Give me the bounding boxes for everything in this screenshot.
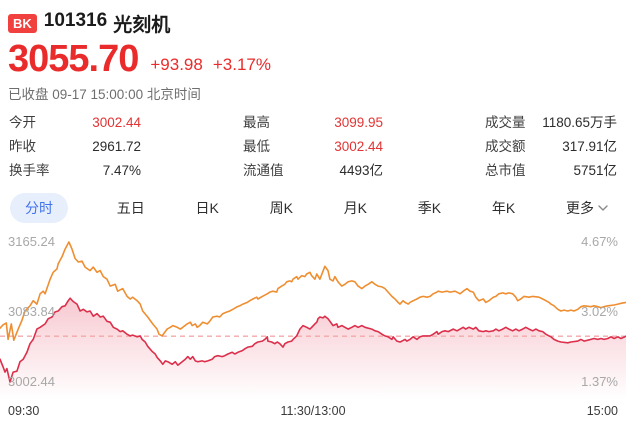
quote-col-3: 成交量 1180.65万手 成交额 317.91亿 总市值 5751亿 xyxy=(485,111,617,183)
tab-monthly-k[interactable]: 月K xyxy=(343,200,368,217)
quote-col-1: 今开 3002.44 昨收 2961.72 换手率 7.47% xyxy=(9,111,141,183)
quote-value: 3002.44 xyxy=(334,139,383,155)
tab-more[interactable]: 更多 xyxy=(564,193,610,223)
tab-daily-k[interactable]: 日K xyxy=(195,200,219,217)
quote-cell-market-cap: 总市值 5751亿 xyxy=(485,159,617,183)
quote-cell-low: 最低 3002.44 xyxy=(243,135,383,159)
price-area-fill xyxy=(0,298,626,401)
quote-label: 最低 xyxy=(243,139,270,155)
series-line-板块指数 xyxy=(0,297,626,383)
quote-label: 最高 xyxy=(243,115,270,131)
chart-period-tabs: 分时 五日 日K 周K 月K 季K 年K 更多 xyxy=(0,183,626,224)
quote-cell-amount: 成交额 317.91亿 xyxy=(485,135,617,159)
tab-weekly-k[interactable]: 周K xyxy=(269,200,293,217)
quote-cell-turnover-rate: 换手率 7.47% xyxy=(9,159,141,183)
stock-name: 光刻机 xyxy=(113,15,171,36)
quote-cell-volume: 成交量 1180.65万手 xyxy=(485,111,617,135)
intraday-chart-svg[interactable] xyxy=(0,229,626,401)
intraday-chart[interactable]: 3165.24 3083.84 3002.44 4.67% 3.02% 1.37… xyxy=(0,229,626,401)
x-axis-label-open: 09:30 xyxy=(8,404,40,419)
quote-label: 总市值 xyxy=(485,163,526,179)
series-line-领先 xyxy=(0,241,626,342)
quote-value: 3002.44 xyxy=(92,115,141,131)
tab-yearly-k[interactable]: 年K xyxy=(491,200,516,217)
stock-code: 101316 xyxy=(43,10,108,31)
sector-badge: BK xyxy=(8,14,37,33)
market-status: 已收盘 09-17 15:00:00 北京时间 xyxy=(8,87,201,103)
quote-cell-open: 今开 3002.44 xyxy=(9,111,141,135)
quote-value: 3099.95 xyxy=(334,115,383,131)
quote-value: 4493亿 xyxy=(339,163,383,179)
quote-cell-prev-close: 昨收 2961.72 xyxy=(9,135,141,159)
quote-value: 2961.72 xyxy=(92,139,141,155)
change-percent: +3.17% xyxy=(212,55,271,75)
x-axis: 09:30 11:30/13:00 15:00 xyxy=(0,401,626,418)
page-title: 101316 光刻机 xyxy=(44,10,170,37)
quote-cell-high: 最高 3099.95 xyxy=(243,111,383,135)
quote-col-2: 最高 3099.95 最低 3002.44 流通值 4493亿 xyxy=(243,111,383,183)
quote-value: 317.91亿 xyxy=(562,139,617,155)
price-row: 3055.70 +93.98 +3.17% xyxy=(0,37,626,80)
current-price: 3055.70 xyxy=(8,38,139,80)
tab-more-label: 更多 xyxy=(565,200,594,217)
chevron-down-icon xyxy=(598,205,608,211)
quote-value: 1180.65万手 xyxy=(542,115,617,131)
tab-5day[interactable]: 五日 xyxy=(116,200,145,217)
quote-label: 换手率 xyxy=(9,163,50,179)
header: BK 101316 光刻机 xyxy=(0,0,626,37)
price-change: +93.98 +3.17% xyxy=(150,55,271,77)
quote-label: 今开 xyxy=(9,115,36,131)
x-axis-label-close: 15:00 xyxy=(586,404,618,419)
quote-label: 昨收 xyxy=(9,139,36,155)
x-axis-label-midday: 11:30/13:00 xyxy=(280,404,346,419)
quote-label: 流通值 xyxy=(243,163,284,179)
quote-label: 成交额 xyxy=(485,139,526,155)
quote-value: 5751亿 xyxy=(573,163,617,179)
quote-value: 7.47% xyxy=(102,163,141,179)
tab-quarterly-k[interactable]: 季K xyxy=(417,200,442,217)
change-amount: +93.98 xyxy=(150,55,203,75)
quote-cell-float-value: 流通值 4493亿 xyxy=(243,159,383,183)
tab-minute[interactable]: 分时 xyxy=(10,193,68,224)
quote-grid: 今开 3002.44 昨收 2961.72 换手率 7.47% 最高 3099.… xyxy=(0,103,626,183)
quote-label: 成交量 xyxy=(485,115,526,131)
